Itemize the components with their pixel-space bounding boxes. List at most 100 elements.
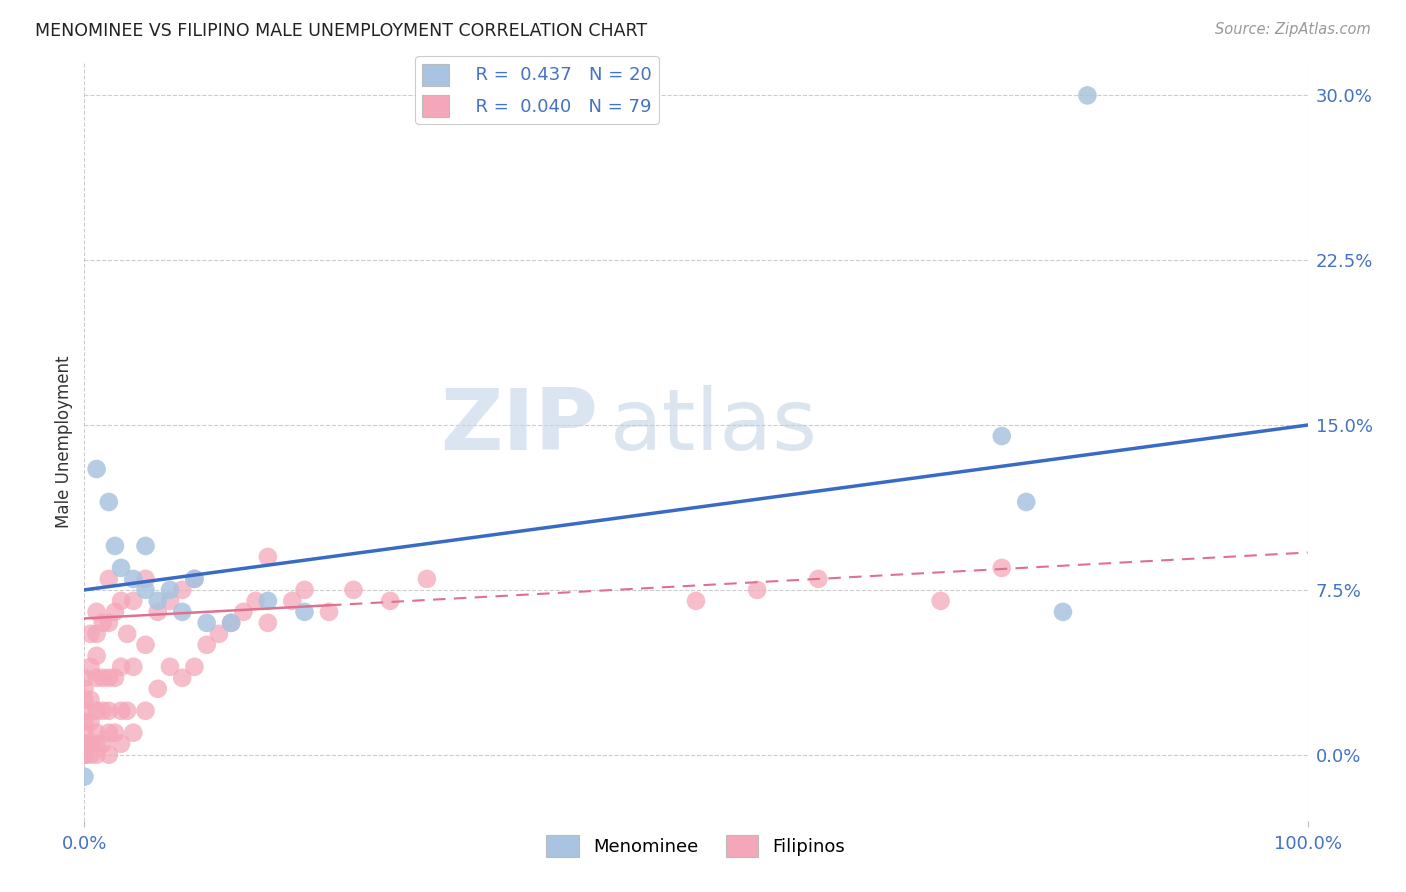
Point bbox=[73, 747, 96, 762]
Point bbox=[86, 704, 108, 718]
Point bbox=[91, 615, 114, 630]
Point bbox=[122, 594, 145, 608]
Point bbox=[747, 582, 769, 597]
Point bbox=[73, 747, 96, 762]
Point bbox=[318, 605, 340, 619]
Point bbox=[73, 747, 96, 762]
Point bbox=[110, 704, 132, 718]
Point bbox=[79, 747, 101, 762]
Point bbox=[172, 671, 194, 685]
Text: MENOMINEE VS FILIPINO MALE UNEMPLOYMENT CORRELATION CHART: MENOMINEE VS FILIPINO MALE UNEMPLOYMENT … bbox=[35, 22, 647, 40]
Point bbox=[73, 725, 96, 739]
Point bbox=[97, 572, 120, 586]
Point bbox=[122, 572, 145, 586]
Point bbox=[97, 747, 120, 762]
Point bbox=[929, 594, 952, 608]
Point bbox=[86, 605, 108, 619]
Point bbox=[86, 462, 108, 476]
Point bbox=[79, 714, 101, 729]
Point bbox=[135, 582, 157, 597]
Point bbox=[115, 704, 138, 718]
Point bbox=[146, 605, 169, 619]
Point bbox=[172, 605, 194, 619]
Point bbox=[79, 692, 101, 706]
Point bbox=[122, 660, 145, 674]
Point bbox=[219, 615, 242, 630]
Point bbox=[73, 714, 96, 729]
Point bbox=[86, 747, 108, 762]
Point bbox=[86, 725, 108, 739]
Point bbox=[86, 737, 108, 751]
Point bbox=[219, 615, 242, 630]
Point bbox=[1015, 495, 1038, 509]
Point bbox=[146, 594, 169, 608]
Point bbox=[257, 594, 280, 608]
Point bbox=[73, 692, 96, 706]
Point bbox=[79, 660, 101, 674]
Point bbox=[73, 704, 96, 718]
Text: Source: ZipAtlas.com: Source: ZipAtlas.com bbox=[1215, 22, 1371, 37]
Point bbox=[91, 704, 114, 718]
Point bbox=[104, 725, 127, 739]
Point bbox=[97, 704, 120, 718]
Point bbox=[97, 671, 120, 685]
Point bbox=[110, 660, 132, 674]
Point bbox=[159, 660, 181, 674]
Point bbox=[104, 671, 127, 685]
Point bbox=[807, 572, 830, 586]
Point bbox=[195, 638, 218, 652]
Point bbox=[97, 725, 120, 739]
Point bbox=[294, 582, 316, 597]
Point bbox=[183, 660, 205, 674]
Point bbox=[79, 737, 101, 751]
Point bbox=[91, 737, 114, 751]
Text: atlas: atlas bbox=[610, 384, 818, 468]
Point bbox=[135, 539, 157, 553]
Point bbox=[97, 495, 120, 509]
Point bbox=[73, 671, 96, 685]
Point bbox=[73, 747, 96, 762]
Point bbox=[110, 561, 132, 575]
Point bbox=[232, 605, 254, 619]
Point bbox=[73, 681, 96, 696]
Point bbox=[135, 638, 157, 652]
Point bbox=[195, 615, 218, 630]
Point bbox=[281, 594, 304, 608]
Legend: Menominee, Filipinos: Menominee, Filipinos bbox=[540, 828, 852, 864]
Point bbox=[416, 572, 439, 586]
Point bbox=[380, 594, 402, 608]
Point bbox=[991, 429, 1014, 443]
Point bbox=[73, 747, 96, 762]
Point bbox=[159, 594, 181, 608]
Point bbox=[73, 770, 96, 784]
Point bbox=[86, 627, 108, 641]
Point bbox=[991, 561, 1014, 575]
Text: ZIP: ZIP bbox=[440, 384, 598, 468]
Point bbox=[86, 648, 108, 663]
Point bbox=[183, 572, 205, 586]
Point bbox=[73, 737, 96, 751]
Point bbox=[86, 671, 108, 685]
Y-axis label: Male Unemployment: Male Unemployment bbox=[55, 355, 73, 528]
Point bbox=[342, 582, 364, 597]
Point bbox=[1076, 88, 1098, 103]
Point bbox=[208, 627, 231, 641]
Point bbox=[135, 704, 157, 718]
Point bbox=[97, 615, 120, 630]
Point bbox=[110, 594, 132, 608]
Point bbox=[79, 627, 101, 641]
Point bbox=[172, 582, 194, 597]
Point bbox=[159, 582, 181, 597]
Point bbox=[122, 725, 145, 739]
Point bbox=[110, 737, 132, 751]
Point bbox=[257, 615, 280, 630]
Point bbox=[294, 605, 316, 619]
Point bbox=[257, 549, 280, 564]
Point bbox=[73, 737, 96, 751]
Point bbox=[1052, 605, 1074, 619]
Point bbox=[245, 594, 267, 608]
Point bbox=[183, 572, 205, 586]
Point bbox=[135, 572, 157, 586]
Point bbox=[104, 539, 127, 553]
Point bbox=[146, 681, 169, 696]
